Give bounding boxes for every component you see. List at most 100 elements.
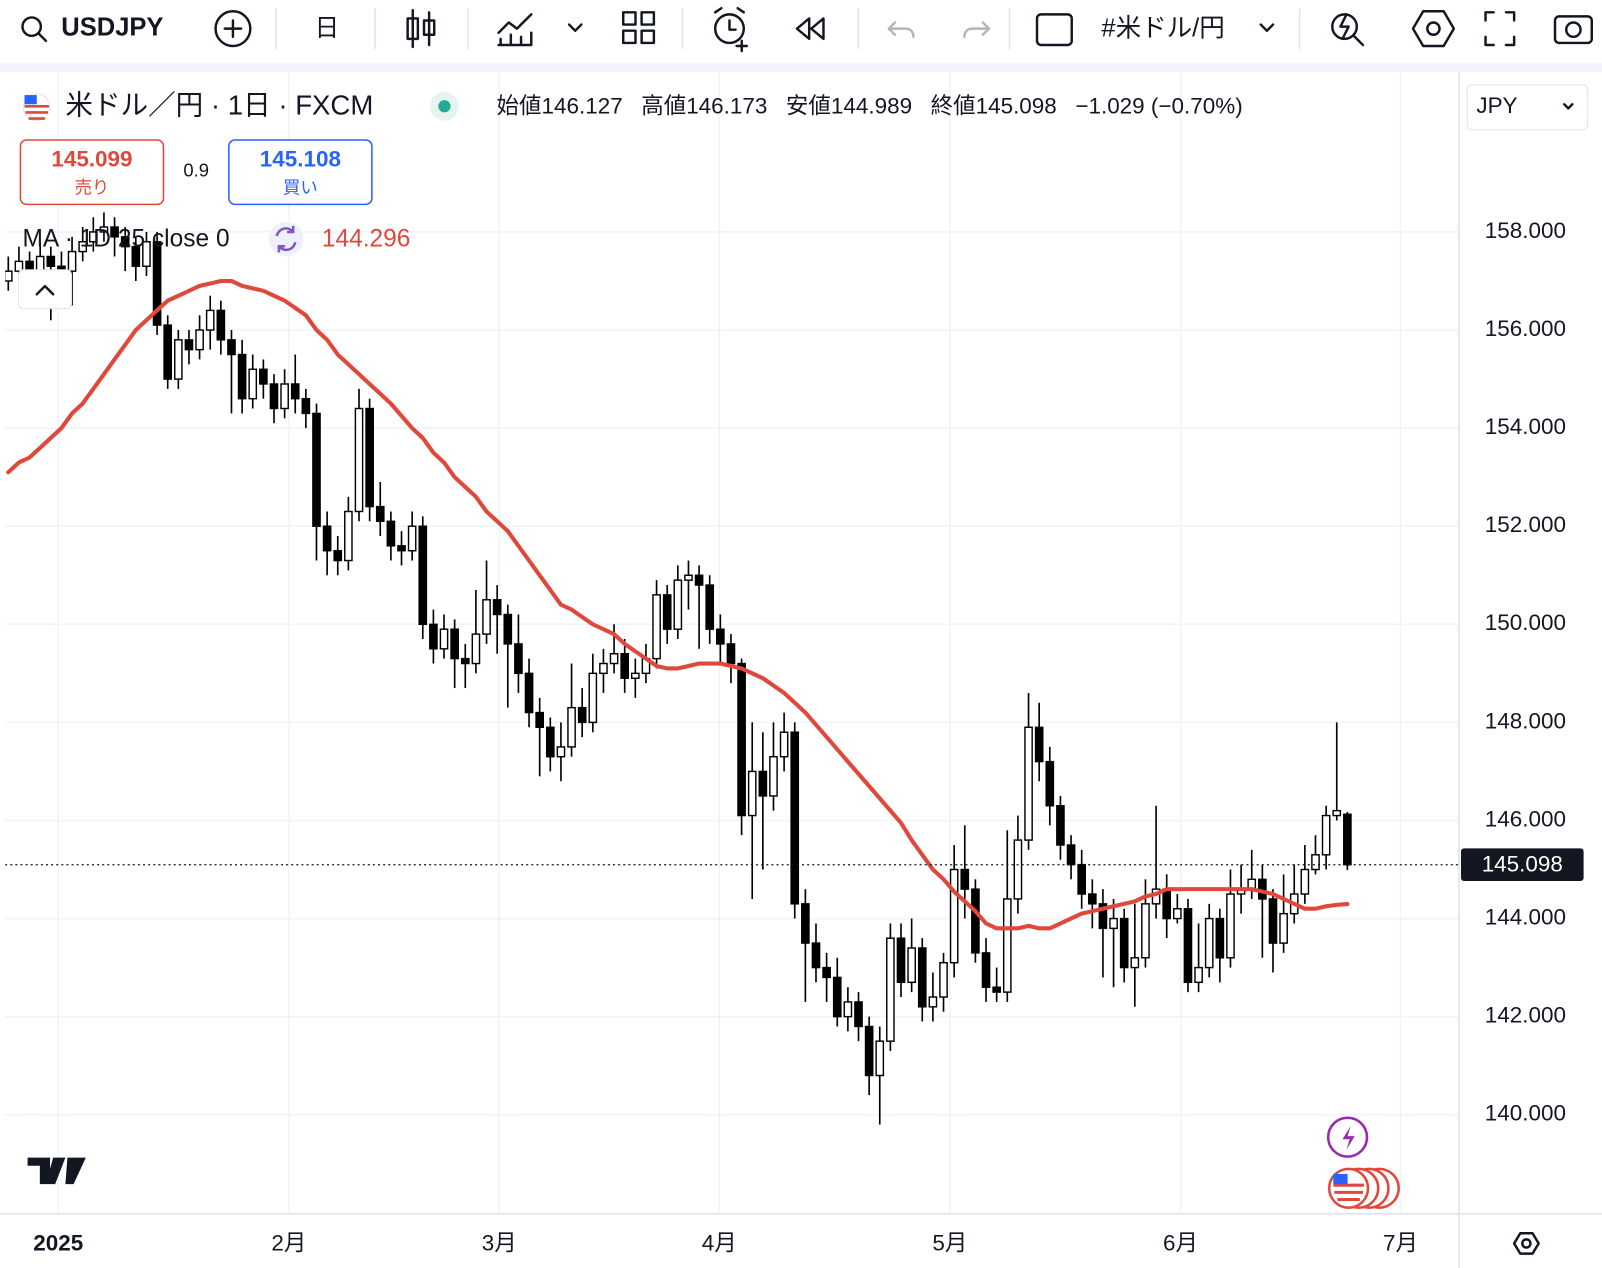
collapse-chevron [35, 284, 55, 296]
bolt [1339, 13, 1365, 47]
interval[interactable]: 日 [315, 15, 340, 42]
layout-icon[interactable] [622, 11, 656, 45]
candle-body [599, 662, 608, 675]
watchlist-name[interactable]: #米ドル/円 [1101, 14, 1224, 42]
candle-body [301, 397, 311, 415]
settings-icon[interactable] [1411, 10, 1456, 48]
candle-body [1066, 844, 1076, 866]
y-tick-label: 156.000 [1485, 316, 1566, 341]
candle-body [386, 520, 396, 547]
buy-price: 145.108 [260, 146, 341, 171]
y-tick-label: 140.000 [1485, 1101, 1566, 1126]
candle-body [949, 868, 959, 964]
candle-body [131, 245, 141, 267]
indicators-icon[interactable] [497, 13, 533, 47]
sell-button[interactable] [19, 139, 165, 206]
flag-canton [24, 95, 37, 105]
candle-body [843, 1001, 853, 1018]
candle-body [726, 643, 736, 665]
spread: 0.9 [183, 160, 209, 181]
sell-label: 売り [75, 178, 110, 198]
candle-body [705, 584, 715, 630]
candle-body [152, 241, 162, 326]
indicator-icon[interactable] [268, 221, 304, 257]
candle-body [694, 574, 704, 586]
toolbar: USDJPY 日 #米ドル/円 [21, 6, 1594, 53]
candle-body [5, 270, 13, 282]
candle-type-icon[interactable] [406, 9, 436, 49]
ohlc-value: 144.989 [831, 93, 912, 118]
candle-body [875, 1040, 885, 1077]
candle-body [832, 976, 842, 1018]
candle-body [1332, 809, 1342, 817]
chevron[interactable] [1259, 23, 1275, 32]
candle-body [673, 579, 683, 630]
plus [223, 19, 243, 39]
candle-body [907, 947, 916, 984]
undo-icon[interactable] [887, 21, 915, 39]
candle-body [429, 623, 438, 650]
candle-body [1279, 912, 1288, 944]
candle-body [120, 236, 130, 248]
candle-body [630, 672, 640, 679]
candle-body [163, 324, 173, 380]
quick-search-icon[interactable] [1331, 13, 1359, 41]
add-symbol-icon[interactable] [214, 10, 252, 48]
candle-body [662, 594, 672, 630]
axis-settings-icon[interactable] [1512, 1231, 1540, 1255]
layout-box-icon[interactable] [1035, 13, 1073, 47]
candle-body [418, 525, 428, 626]
candle-body [471, 633, 481, 665]
y-tick-label: 158.000 [1485, 218, 1566, 243]
candle-body [790, 731, 800, 905]
candle-body [397, 545, 406, 552]
buy-button[interactable] [228, 139, 373, 206]
search-icon[interactable] [21, 16, 43, 38]
replay-icon[interactable] [795, 17, 825, 41]
tv-logo [27, 1157, 86, 1185]
change: −1.029 (−0.70%) [1075, 93, 1242, 118]
candle-body [588, 672, 598, 724]
candle-body [992, 986, 1001, 993]
x-tick-label: 7月 [1383, 1230, 1418, 1255]
snapshot-icon[interactable] [1553, 15, 1594, 45]
ohlc: 始値146.127 高値146.173 安値144.989 終値145.098 … [497, 93, 1243, 118]
chevron [1562, 103, 1574, 110]
settings-core [1426, 21, 1441, 37]
candle-body [917, 947, 927, 1008]
candle-body [524, 672, 534, 714]
candle-body [609, 653, 619, 665]
candle-body [216, 309, 226, 341]
x-tick-label: 4月 [702, 1230, 737, 1255]
alert-icon[interactable] [713, 13, 746, 45]
y-tick-label: 146.000 [1485, 806, 1566, 831]
collapse-button[interactable] [17, 269, 73, 310]
candle-body [1130, 957, 1140, 969]
candle-body [545, 726, 555, 758]
x-tick-label: 2月 [271, 1230, 306, 1255]
candle-body [1056, 805, 1065, 846]
y-tick-label: 144.000 [1485, 904, 1566, 929]
candle-body [652, 594, 661, 660]
axis-settings-core [1521, 1238, 1532, 1249]
currency-selector[interactable] [1466, 84, 1589, 131]
symbol[interactable]: USDJPY [61, 13, 163, 41]
y-tick-label: 154.000 [1485, 414, 1566, 439]
indicator-name[interactable]: MA · 1D 25 close 0 [22, 226, 229, 253]
sell-price: 145.099 [51, 146, 132, 171]
redo-icon[interactable] [963, 21, 991, 39]
alert-icon-detail [713, 6, 749, 53]
candle-body [375, 505, 385, 523]
candle-body [1034, 726, 1044, 763]
ohlc-label: 安値 [786, 93, 831, 118]
chevron[interactable] [567, 23, 583, 32]
fullscreen-icon[interactable] [1484, 11, 1516, 47]
y-tick-label: 142.000 [1485, 1003, 1566, 1028]
candle-body [716, 628, 725, 645]
candle-body [514, 643, 523, 675]
flag-stripes [1333, 1183, 1364, 1202]
y-tick-label: 152.000 [1485, 512, 1566, 537]
candle-body [227, 339, 236, 356]
symbol-title[interactable]: 米ドル／円 · 1日 · FXCM [65, 90, 373, 121]
